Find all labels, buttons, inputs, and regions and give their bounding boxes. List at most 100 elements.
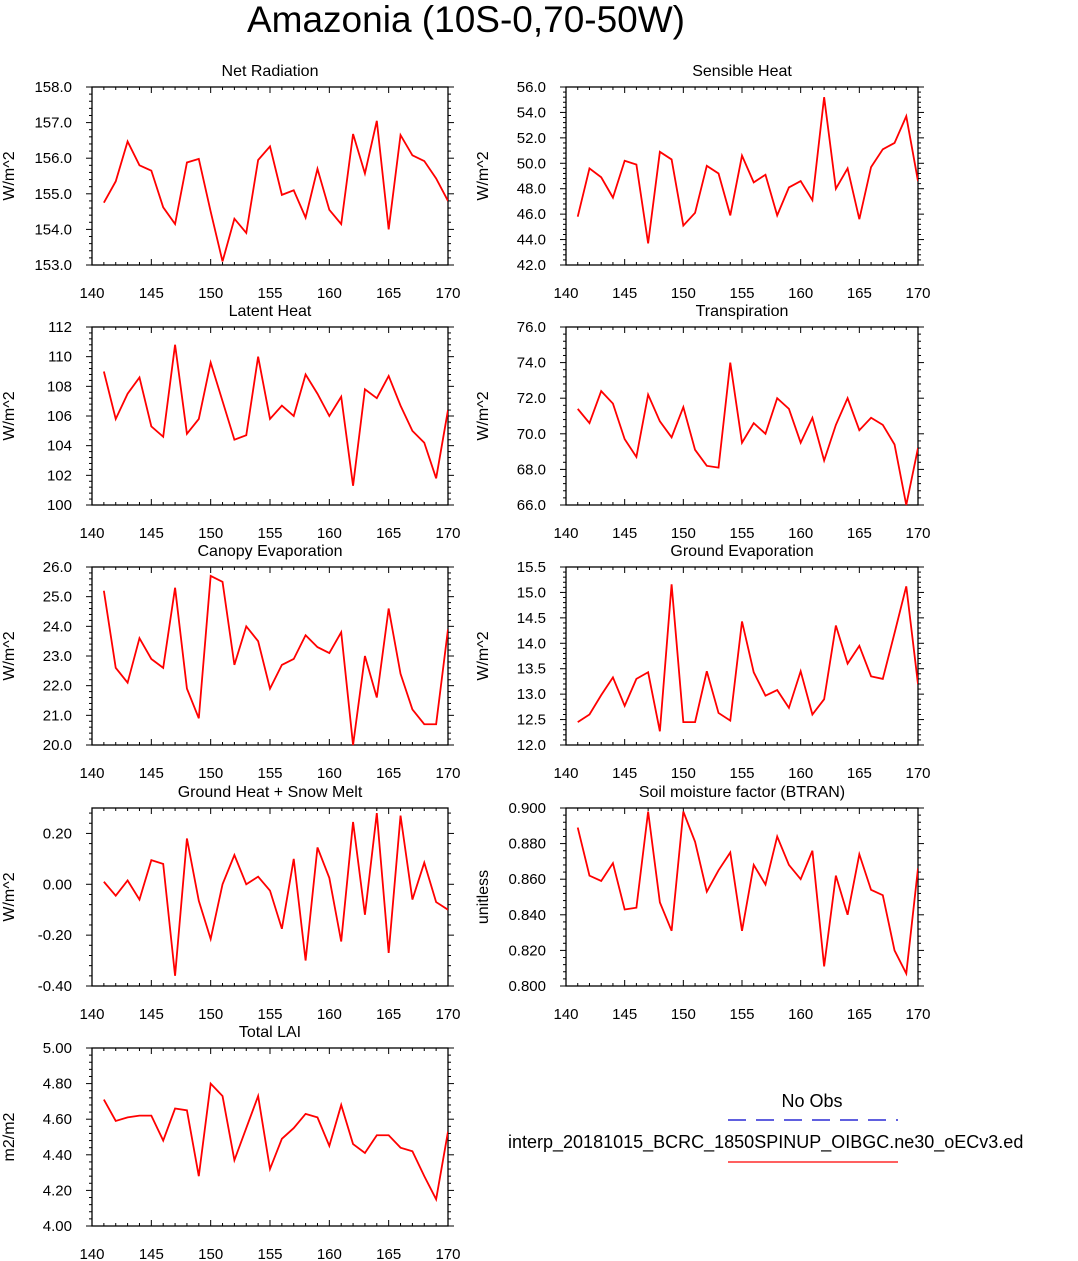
plot-frame <box>91 566 449 746</box>
x-tick-label: 165 <box>376 285 401 302</box>
y-tick-label: -0.20 <box>38 927 72 944</box>
x-tick-label: 170 <box>905 285 930 302</box>
panel-6: Ground Evaporation 140 145 150 155 160 165 170 1… <box>475 543 931 782</box>
y-tick-label: 110 <box>48 349 72 366</box>
legend: No Obs interp_20181015_BCRC_1850SPINUP_O… <box>508 1091 1023 1163</box>
x-tick-label: 145 <box>612 525 637 542</box>
x-tick-label: 150 <box>198 285 223 302</box>
x-tick-label: 155 <box>257 1006 282 1023</box>
y-tick-label: 56.0 <box>517 79 546 96</box>
x-tick-label: 160 <box>317 765 342 782</box>
y-tick-label: 4.20 <box>43 1182 72 1199</box>
x-tick-label: 170 <box>435 525 460 542</box>
y-tick-label: 74.0 <box>517 355 546 372</box>
legend-model-label: interp_20181015_BCRC_1850SPINUP_OIBGC.ne… <box>508 1132 1023 1153</box>
y-tick-label: 102 <box>47 467 72 484</box>
y-tick-label: 0.820 <box>508 942 546 959</box>
series-line <box>577 584 918 732</box>
y-tick-label: 0.840 <box>508 907 546 924</box>
y-tick-label: 4.80 <box>43 1076 72 1093</box>
x-tick-label: 150 <box>671 285 696 302</box>
y-tick-label: 13.5 <box>517 661 546 678</box>
y-tick-label: 155.0 <box>34 186 72 203</box>
x-tick-label: 150 <box>671 1006 696 1023</box>
x-tick-label: 160 <box>788 765 813 782</box>
y-tick-label: 0.900 <box>508 800 546 817</box>
x-tick-label: 170 <box>435 765 460 782</box>
x-tick-label: 140 <box>553 285 578 302</box>
panel-title: Total LAI <box>239 1024 301 1041</box>
x-tick-label: 140 <box>553 525 578 542</box>
x-tick-label: 170 <box>905 1006 930 1023</box>
y-tick-label: 48.0 <box>517 181 546 198</box>
x-tick-label: 165 <box>376 525 401 542</box>
x-tick-label: 160 <box>788 285 813 302</box>
x-tick-label: 140 <box>553 1006 578 1023</box>
x-tick-label: 170 <box>905 525 930 542</box>
x-tick-label: 155 <box>257 765 282 782</box>
panel-title: Ground Heat + Snow Melt <box>178 784 363 801</box>
panel-7: Ground Heat + Snow Melt 140 145 150 155 160 16… <box>1 784 461 1023</box>
y-tick-label: 20.0 <box>43 737 72 754</box>
y-tick-label: 54.0 <box>517 104 546 121</box>
x-tick-label: 165 <box>847 525 872 542</box>
y-tick-label: 52.0 <box>517 130 546 147</box>
x-tick-label: 160 <box>317 1006 342 1023</box>
y-tick-label: 70.0 <box>517 426 546 443</box>
panel-title: Soil moisture factor (BTRAN) <box>639 784 845 801</box>
x-tick-label: 140 <box>79 765 104 782</box>
x-tick-label: 145 <box>139 765 164 782</box>
x-tick-label: 155 <box>257 1246 282 1261</box>
series-line <box>576 811 918 977</box>
panel-title: Sensible Heat <box>692 63 792 80</box>
y-tick-label: 13.0 <box>517 686 546 703</box>
series-line <box>576 97 918 244</box>
x-tick-label: 150 <box>198 765 223 782</box>
x-tick-label: 145 <box>139 285 164 302</box>
x-tick-label: 145 <box>139 525 164 542</box>
panel-3: Latent Heat 140 145 150 155 160 165 170 100 102 10… <box>1 303 461 542</box>
y-tick-label: 24.0 <box>43 618 72 635</box>
y-tick-label: 108 <box>47 378 72 395</box>
panel-title: Ground Evaporation <box>670 543 813 560</box>
y-tick-label: 22.0 <box>43 678 72 695</box>
x-tick-label: 150 <box>198 1006 223 1023</box>
y-tick-label: 66.0 <box>517 497 546 514</box>
y-tick-label: 0.860 <box>508 871 546 888</box>
y-tick-label: 15.0 <box>517 584 546 601</box>
x-tick-label: 160 <box>788 525 813 542</box>
y-tick-label: 106 <box>47 408 72 425</box>
y-tick-label: 154.0 <box>34 221 72 238</box>
y-axis-label: W/m^2 <box>475 631 492 680</box>
y-tick-label: 158.0 <box>34 79 72 96</box>
x-tick-label: 165 <box>376 1246 401 1261</box>
plot-frame <box>91 1047 449 1227</box>
y-tick-label: 76.0 <box>517 319 546 336</box>
y-axis-label: W/m^2 <box>1 151 18 200</box>
x-tick-label: 160 <box>317 1246 342 1261</box>
y-tick-label: 23.0 <box>43 648 72 665</box>
y-tick-label: 104 <box>47 438 72 455</box>
y-tick-label: 0.20 <box>43 825 72 842</box>
y-tick-label: 14.5 <box>517 610 546 627</box>
y-tick-label: 15.5 <box>517 559 546 576</box>
y-tick-label: 21.0 <box>43 707 72 724</box>
x-tick-label: 150 <box>198 525 223 542</box>
x-tick-label: 140 <box>553 765 578 782</box>
y-tick-label: 0.880 <box>508 836 546 853</box>
panel-2: Sensible Heat 140 145 150 155 160 165 170 42.0 44… <box>475 63 931 302</box>
panel-4: Transpiration 140 145 150 155 160 165 170 66.0 68… <box>475 303 931 542</box>
y-tick-label: 68.0 <box>517 461 546 478</box>
y-tick-label: 12.0 <box>517 737 546 754</box>
series-line <box>103 812 448 976</box>
y-tick-label: 100 <box>47 497 72 514</box>
x-tick-label: 145 <box>139 1246 164 1261</box>
panels: Net Radiation 140 145 150 155 160 165 170 153.0 1… <box>1 63 931 1261</box>
series-line <box>577 362 918 506</box>
series-line <box>102 344 448 486</box>
x-tick-label: 165 <box>847 1006 872 1023</box>
x-tick-label: 140 <box>79 1246 104 1261</box>
plot-frame <box>91 807 449 987</box>
x-tick-label: 170 <box>435 285 460 302</box>
x-tick-label: 165 <box>376 765 401 782</box>
